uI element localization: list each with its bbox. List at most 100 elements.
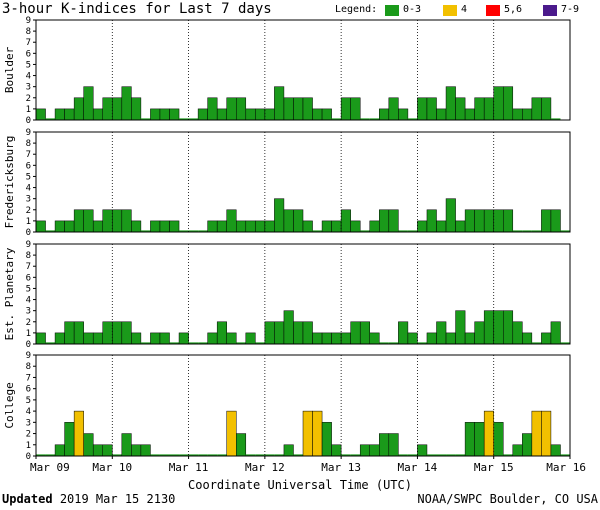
k-bar (102, 444, 113, 457)
panel-frame (35, 131, 571, 233)
y-tick-label: 0 (26, 116, 31, 126)
k-bar (92, 220, 103, 233)
k-bar (474, 209, 485, 233)
k-bar (503, 310, 514, 345)
k-bar (274, 198, 285, 233)
panel-label: College (3, 382, 16, 428)
x-tick-label: Mar 14 (398, 461, 438, 474)
k-bar (102, 321, 113, 345)
legend-text-severe: 7-9 (561, 4, 580, 15)
k-bar (236, 97, 247, 121)
k-bar (283, 444, 294, 457)
k-bar (121, 433, 132, 457)
k-bar (92, 332, 103, 345)
y-tick-label: 3 (26, 83, 31, 93)
y-tick-label: 7 (26, 373, 31, 383)
k-bar (436, 321, 447, 345)
k-bar (150, 108, 161, 121)
k-bar (293, 97, 304, 121)
k-bar (398, 108, 409, 121)
k-bar (131, 332, 142, 345)
k-bar (54, 332, 65, 345)
k-bar (226, 97, 237, 121)
y-tick-label: 3 (26, 307, 31, 317)
k-bar (264, 220, 275, 233)
y-tick-label: 9 (26, 16, 31, 26)
k-bar (483, 310, 494, 345)
updated-prefix: Updated (2, 492, 53, 506)
k-bar (483, 410, 494, 457)
k-bar (464, 209, 475, 233)
k-bar (83, 433, 94, 457)
k-bar (216, 321, 227, 345)
k-bar (445, 86, 456, 121)
k-bar (388, 433, 399, 457)
k-bar (436, 108, 447, 121)
k-bar (207, 332, 218, 345)
panel-label: Fredericksburg (3, 136, 16, 229)
k-bar (35, 332, 46, 345)
chart-title: 3-hour K-indices for Last 7 days (2, 1, 272, 17)
k-bar (455, 220, 466, 233)
k-bar (54, 444, 65, 457)
k-bar (178, 332, 189, 345)
y-tick-label: 4 (26, 184, 31, 194)
y-tick-label: 8 (26, 362, 31, 372)
k-bar (264, 108, 275, 121)
x-tick-label: Mar 09 (30, 461, 70, 474)
k-bar (112, 97, 123, 121)
k-bar (226, 410, 237, 457)
y-tick-label: 9 (26, 128, 31, 138)
y-tick-label: 4 (26, 407, 31, 417)
x-tick-label: Mar 10 (92, 461, 132, 474)
k-bar (150, 220, 161, 233)
y-tick-label: 6 (26, 385, 31, 395)
y-tick-label: 6 (26, 273, 31, 283)
y-tick-label: 2 (26, 318, 31, 328)
x-tick-label: Mar 13 (321, 461, 361, 474)
k-bar (302, 220, 313, 233)
k-bar (550, 444, 561, 457)
y-tick-label: 7 (26, 38, 31, 48)
k-bar (131, 97, 142, 121)
k-bar (121, 209, 132, 233)
y-tick-label: 5 (26, 284, 31, 294)
panel-frame (35, 354, 571, 457)
k-bar (293, 321, 304, 345)
y-tick-label: 1 (26, 329, 31, 339)
y-tick-label: 3 (26, 195, 31, 205)
k-bar (350, 220, 361, 233)
k-bar (73, 410, 84, 457)
k-bar (92, 444, 103, 457)
k-bar (131, 220, 142, 233)
y-tick-label: 2 (26, 430, 31, 440)
y-tick-label: 4 (26, 72, 31, 82)
k-bar (493, 86, 504, 121)
y-tick-label: 3 (26, 418, 31, 428)
k-bar (512, 444, 523, 457)
k-bar (531, 97, 542, 121)
legend-swatch-severe (543, 5, 557, 16)
k-bar (541, 410, 552, 457)
k-bar (455, 310, 466, 345)
legend-text-storm: 5,6 (504, 4, 523, 15)
k-bar (302, 321, 313, 345)
k-bar (379, 433, 390, 457)
k-bar (493, 310, 504, 345)
k-bar (474, 97, 485, 121)
k-bar (464, 108, 475, 121)
k-bar (379, 108, 390, 121)
k-bar (340, 209, 351, 233)
k-bar (321, 220, 332, 233)
k-bar (302, 410, 313, 457)
x-tick-label: Mar 15 (474, 461, 514, 474)
k-bar (131, 444, 142, 457)
k-bar (426, 97, 437, 121)
k-bar (159, 108, 170, 121)
k-bar (140, 444, 151, 457)
k-bar (302, 97, 313, 121)
k-bar (350, 97, 361, 121)
k-bar (340, 332, 351, 345)
k-bar (283, 310, 294, 345)
y-tick-label: 8 (26, 27, 31, 37)
